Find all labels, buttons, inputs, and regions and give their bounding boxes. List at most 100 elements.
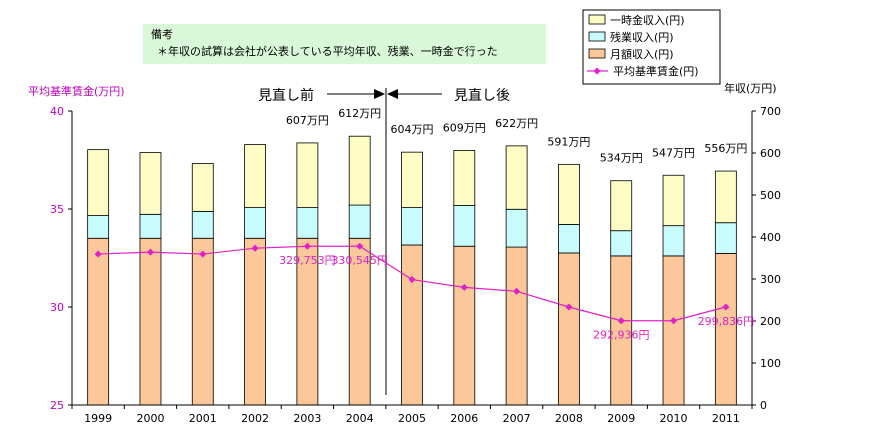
bar-overtime [348,204,371,239]
avg-wage-marker [617,317,625,325]
x-tick-label: 2011 [712,412,740,425]
total-label: 534万円 [600,152,643,165]
x-tick-label: 2010 [660,412,688,425]
right-tick-label: 400 [760,231,781,244]
total-label: 556万円 [704,142,747,155]
bar-overtime [401,207,423,246]
total-label: 612万円 [338,107,381,120]
bar-monthly [714,252,737,406]
bar-overtime [191,210,214,239]
total-label: 591万円 [547,135,590,148]
legend-label-monthly: 月額収入(円) [610,48,674,61]
bar-monthly [505,246,528,406]
legend-swatch-overtime [588,31,606,42]
bar-overtime [610,230,633,257]
total-label: 622万円 [495,117,538,130]
bar-bonus [401,151,423,209]
legend-swatch-monthly [588,48,606,59]
bar-bonus [87,149,110,216]
bar-bonus [662,174,685,227]
bar-overtime [558,223,580,254]
total-label: 607万円 [286,114,329,127]
bar-bonus [558,163,580,225]
avg-wage-marker [94,250,102,258]
avg-wage-label: 329,753円 [279,254,336,267]
bar-monthly [401,244,423,406]
avg-wage-marker [513,287,521,295]
x-tick-label: 2005 [398,412,426,425]
legend-swatch-bonus [588,14,606,25]
x-tick-label: 1999 [84,412,112,425]
right-tick-label: 200 [760,315,781,328]
left-tick-label: 25 [50,399,64,412]
total-label: 604万円 [391,123,434,136]
x-tick-label: 2007 [503,412,531,425]
bar-bonus [296,142,319,208]
phase-before-label: 見直し前 [258,87,314,104]
total-label: 609万円 [443,121,486,134]
bar-bonus [610,180,633,232]
bar-bonus [505,145,528,210]
avg-wage-marker [460,283,468,291]
right-tick-label: 300 [760,273,781,286]
right-tick-label: 500 [760,189,781,202]
bar-monthly [662,255,685,406]
avg-wage-marker [408,276,416,284]
bar-overtime [453,205,476,247]
legend-frame [582,9,721,85]
phase-after-label: 見直し後 [454,87,510,104]
legend-label-bonus: 一時金収入(円) [610,13,685,27]
avg-wage-marker [670,317,678,325]
right-tick-label: 0 [760,399,767,412]
avg-wage-marker [146,248,154,256]
avg-wage-marker [303,242,311,250]
avg-wage-marker [722,303,730,311]
note-title: 備考 [151,28,173,41]
avg-wage-label: 299,836円 [698,315,755,328]
bar-overtime [296,207,319,239]
bar-monthly [87,237,110,406]
right-tick-label: 100 [760,357,781,370]
bar-monthly [558,252,580,406]
bar-bonus [191,163,214,212]
bar-overtime [662,225,685,257]
left-tick-label: 30 [50,301,64,314]
legend-marker-avg [593,67,601,75]
avg-wage-label: 330,545円 [331,254,388,267]
left-tick-label: 35 [50,203,64,216]
legend-label-avg: 平均基準賃金(円) [613,64,699,78]
x-tick-label: 2000 [136,412,164,425]
total-label: 547万円 [652,146,695,159]
note-text: ＊年収の試算は会社が公表している平均年収、残業、一時金で行った [157,44,498,58]
bar-bonus [714,170,737,224]
bar-bonus [244,144,266,209]
right-axis-title: 年収(万円) [724,81,777,95]
x-tick-label: 2004 [346,412,374,425]
legend-label-overtime: 残業収入(円) [610,30,674,44]
left-tick-label: 40 [50,105,64,118]
x-tick-label: 2006 [450,412,478,425]
bar-overtime [714,222,737,254]
avg-wage-marker [565,303,573,311]
phase-arrowhead-after [387,89,398,99]
right-tick-label: 600 [760,147,781,160]
x-tick-label: 2002 [241,412,269,425]
x-tick-label: 2008 [555,412,583,425]
bar-bonus [139,152,162,215]
bar-monthly [139,237,162,406]
bar-monthly [244,237,266,406]
avg-wage-marker [251,244,259,252]
bar-bonus [348,135,371,206]
bar-overtime [139,213,162,239]
avg-wage-label: 292,936円 [593,329,650,342]
avg-wage-marker [199,250,207,258]
x-tick-label: 2009 [607,412,635,425]
x-tick-label: 2001 [189,412,217,425]
bar-monthly [191,237,214,406]
right-tick-label: 700 [760,105,781,118]
bar-bonus [453,150,476,206]
bar-overtime [505,208,528,248]
x-tick-label: 2003 [293,412,321,425]
